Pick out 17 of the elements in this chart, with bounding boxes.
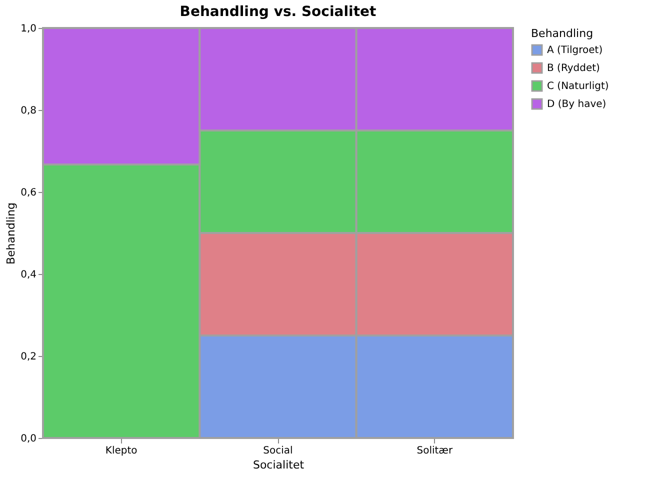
x-tick-label: Social xyxy=(263,446,293,456)
y-axis-title: Behandling xyxy=(4,202,18,265)
y-tick-label: 1,0 xyxy=(20,24,36,34)
y-tick-label: 0,6 xyxy=(20,188,36,198)
legend-label: D (By have) xyxy=(547,99,606,110)
y-tick-label: 0,4 xyxy=(20,270,36,280)
y-tick-label: 0,2 xyxy=(20,352,36,362)
x-axis-title: Socialitet xyxy=(252,458,305,472)
y-tick-label: 0,0 xyxy=(20,434,36,444)
legend-label: B (Ryddet) xyxy=(547,63,600,74)
chart-title: Behandling vs. Socialitet xyxy=(180,4,377,20)
legend-label: C (Naturligt) xyxy=(547,81,609,92)
legend-title: Behandling xyxy=(531,27,594,40)
x-tick-label: Klepto xyxy=(105,446,138,456)
legend-label: A (Tilgroet) xyxy=(547,45,603,56)
y-tick-label: 0,8 xyxy=(20,106,36,116)
x-tick-label: Solitær xyxy=(416,446,454,456)
